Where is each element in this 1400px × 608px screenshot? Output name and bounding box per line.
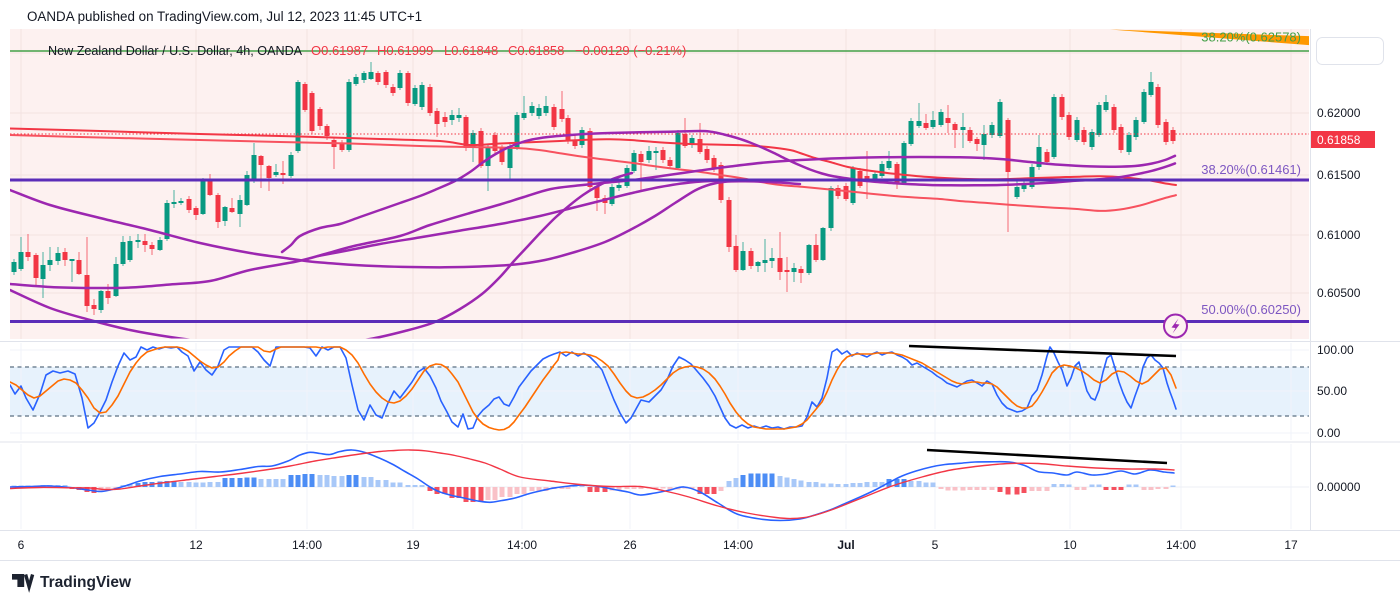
svg-text:6: 6 xyxy=(18,538,25,552)
svg-text:14:00: 14:00 xyxy=(1166,538,1196,552)
svg-text:17: 17 xyxy=(1284,538,1298,552)
svg-text:Jul: Jul xyxy=(837,538,854,552)
svg-text:0.60500: 0.60500 xyxy=(1317,286,1361,300)
svg-text:26: 26 xyxy=(623,538,637,552)
svg-text:50.00: 50.00 xyxy=(1317,384,1347,398)
svg-text:10: 10 xyxy=(1063,538,1077,552)
svg-text:L0.61848: L0.61848 xyxy=(444,43,498,58)
svg-text:New Zealand Dollar / U.S. Doll: New Zealand Dollar / U.S. Dollar, 4h, OA… xyxy=(48,44,303,58)
svg-text:0.61858: 0.61858 xyxy=(1317,133,1361,147)
svg-text:14:00: 14:00 xyxy=(507,538,537,552)
svg-text:100.00: 100.00 xyxy=(1317,343,1354,357)
svg-text:0.00000: 0.00000 xyxy=(1317,480,1361,494)
svg-text:OANDA published on TradingView: OANDA published on TradingView.com, Jul … xyxy=(27,9,422,24)
svg-text:38.20%(0.61461): 38.20%(0.61461) xyxy=(1201,162,1301,177)
svg-text:19: 19 xyxy=(406,538,420,552)
svg-text:14:00: 14:00 xyxy=(292,538,322,552)
svg-text:12: 12 xyxy=(189,538,203,552)
svg-text:38.20%(0.62578): 38.20%(0.62578) xyxy=(1201,30,1301,45)
svg-text:0.61000: 0.61000 xyxy=(1317,228,1361,242)
svg-text:−0.00129 (−0.21%): −0.00129 (−0.21%) xyxy=(575,43,686,58)
svg-text:0.61500: 0.61500 xyxy=(1317,168,1361,182)
svg-text:TradingView: TradingView xyxy=(40,574,132,591)
svg-text:H0.61999: H0.61999 xyxy=(377,43,433,58)
svg-text:C0.61858: C0.61858 xyxy=(508,43,564,58)
svg-text:14:00: 14:00 xyxy=(723,538,753,552)
svg-text:O0.61987: O0.61987 xyxy=(311,43,368,58)
svg-text:0.62000: 0.62000 xyxy=(1317,106,1361,120)
svg-text:5: 5 xyxy=(932,538,939,552)
svg-text:50.00%(0.60250): 50.00%(0.60250) xyxy=(1201,302,1301,317)
svg-text:0.00: 0.00 xyxy=(1317,426,1341,440)
